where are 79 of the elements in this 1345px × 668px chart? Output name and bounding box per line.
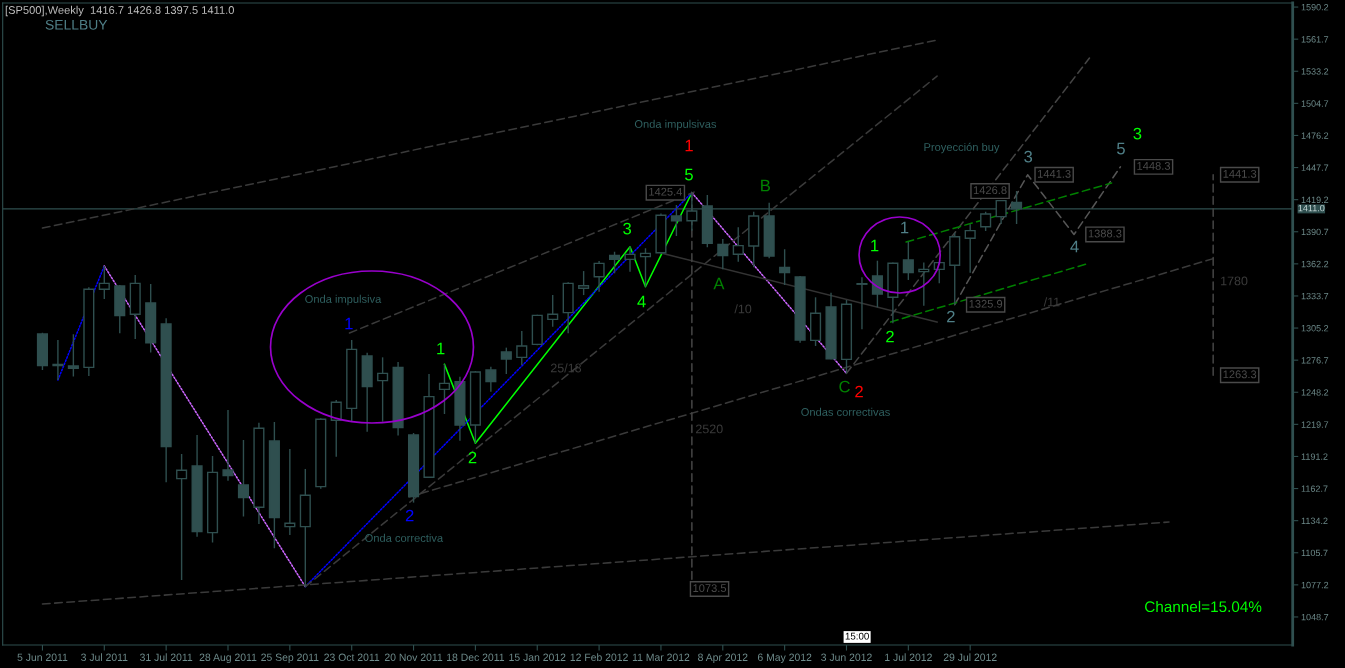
annotation: 2 xyxy=(947,310,955,323)
annotation: Onda correctiva xyxy=(365,533,444,542)
annotation: 2520 xyxy=(695,424,723,434)
x-tick-label: 1 Jul 2012 xyxy=(885,653,932,661)
annotation: 1 xyxy=(345,317,353,330)
annotation: 1780 xyxy=(1221,276,1248,286)
annotation: 5 xyxy=(685,168,693,181)
annotation: 15:00 xyxy=(845,632,869,640)
annotation: 3 xyxy=(1133,127,1142,140)
x-tick-label: 6 May 2012 xyxy=(757,653,812,664)
y-tick-label: 1305.2 xyxy=(1301,325,1329,332)
x-tick-label: 5 Jun 2011 xyxy=(17,653,68,661)
x-tick-label: 20 Nov 2011 xyxy=(384,653,443,661)
x-tick-label: 12 Feb 2012 xyxy=(570,653,628,661)
y-tick-label: 1333.7 xyxy=(1301,292,1329,300)
annotation: Ondas correctivas xyxy=(801,407,890,416)
annotation: Onda impulsiva xyxy=(305,294,382,306)
annotation: Channel=15.04% xyxy=(1145,600,1262,613)
annotation: 2 xyxy=(468,451,477,464)
annotation: 4 xyxy=(637,295,646,308)
y-tick-label: 1191.2 xyxy=(1301,453,1328,460)
chart-title: [SP500],Weekly 1416.7 1426.8 1397.5 1411.0 xyxy=(5,5,234,17)
y-tick-label: 1134.2 xyxy=(1301,517,1328,525)
annotation: C xyxy=(839,380,850,393)
y-tick-label: 1077.2 xyxy=(1301,581,1329,589)
annotation: 5 xyxy=(1116,142,1125,155)
annotation: 1073.5 xyxy=(693,584,727,592)
y-tick-label: 1419.2 xyxy=(1301,196,1329,204)
y-tick-label: 1590.2 xyxy=(1301,4,1329,11)
y-tick-label: 1105.7 xyxy=(1301,549,1328,557)
annotation: 25/18 xyxy=(550,363,582,373)
x-tick-label: 25 Sep 2011 xyxy=(261,653,319,664)
y-tick-label: 1476.2 xyxy=(1301,132,1329,139)
annotation: Proyección buy xyxy=(924,142,1000,154)
annotation: 4 xyxy=(1070,240,1079,253)
annotation: 1 xyxy=(685,139,693,152)
annotation: 2 xyxy=(855,385,863,398)
annotation: 1388.3 xyxy=(1088,229,1122,238)
ref-line-label: 1411.0 xyxy=(1298,204,1325,212)
y-tick-label: 1362.2 xyxy=(1301,260,1329,268)
x-tick-label: 31 Jul 2011 xyxy=(140,653,193,661)
x-tick-label: 28 Aug 2011 xyxy=(199,653,257,664)
x-tick-label: 3 Jun 2012 xyxy=(821,653,872,661)
annotation: 1425.4 xyxy=(649,187,683,196)
x-tick-label: 29 Jul 2012 xyxy=(943,653,997,661)
annotation: 1 xyxy=(901,221,909,234)
y-tick-label: 1447.7 xyxy=(1301,164,1329,171)
x-tick-label: 18 Dec 2011 xyxy=(447,653,505,661)
annotation: 1263.3 xyxy=(1223,370,1257,379)
annotation: 1325.9 xyxy=(969,299,1003,308)
y-tick-label: 1504.7 xyxy=(1301,100,1329,107)
y-tick-label: 1162.7 xyxy=(1301,485,1328,492)
y-tick-label: 1390.7 xyxy=(1301,228,1329,236)
x-tick-label: 15 Jan 2012 xyxy=(509,653,566,661)
y-tick-label: 1561.7 xyxy=(1301,36,1329,43)
annotation: 1 xyxy=(871,239,879,252)
x-tick-label: 11 Mar 2012 xyxy=(632,653,690,661)
annotation: 1426.8 xyxy=(973,186,1007,195)
annotation: 1441.3 xyxy=(1223,169,1257,178)
y-tick-label: 1219.7 xyxy=(1301,421,1329,428)
annotation: 1441.3 xyxy=(1037,169,1071,178)
x-tick-label: 23 Oct 2011 xyxy=(324,653,380,661)
y-tick-label: 1248.2 xyxy=(1301,389,1329,396)
y-tick-label: 1276.7 xyxy=(1301,357,1329,364)
annotation: A xyxy=(713,277,725,290)
x-tick-label: 3 Jul 2011 xyxy=(81,653,128,661)
annotation: 1448.3 xyxy=(1137,161,1171,170)
annotation: 3 xyxy=(623,222,632,235)
annotation: 2 xyxy=(405,509,414,522)
annotation: Onda impulsivas xyxy=(634,119,717,131)
annotation: SELLBUY xyxy=(45,19,108,30)
annotation: /10 xyxy=(734,304,752,314)
annotation: B xyxy=(761,179,770,192)
y-tick-label: 1533.2 xyxy=(1301,68,1329,75)
annotation: 3 xyxy=(1024,150,1033,163)
x-tick-label: 8 Apr 2012 xyxy=(698,653,748,664)
y-tick-label: 1048.7 xyxy=(1301,613,1329,621)
annotation: 1 xyxy=(437,342,445,355)
annotation: 2 xyxy=(886,330,894,343)
